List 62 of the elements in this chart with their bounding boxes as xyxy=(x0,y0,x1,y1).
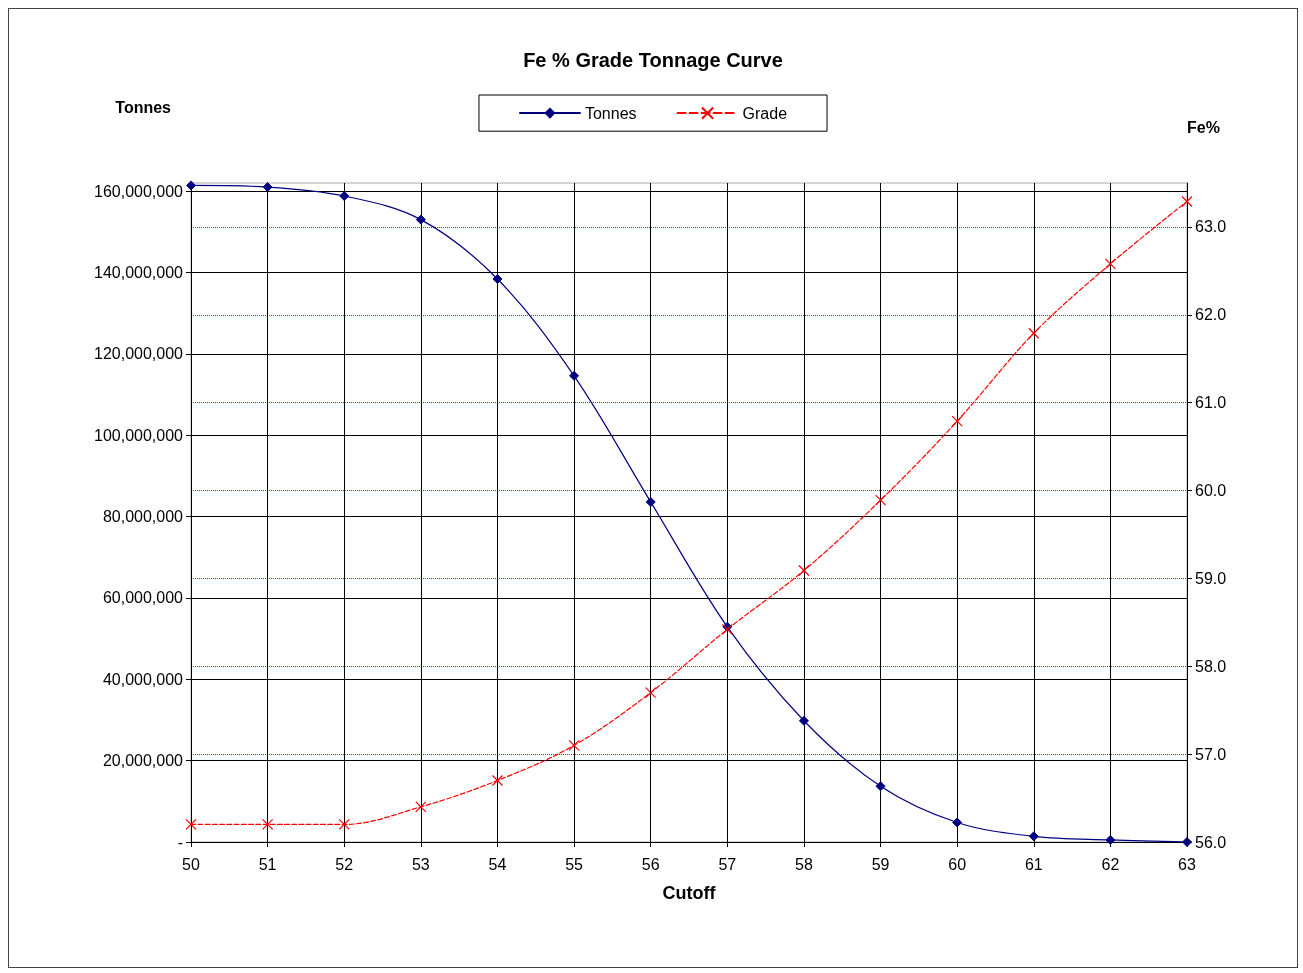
y-tick-label: 140,000,000 xyxy=(94,263,184,281)
point xyxy=(1028,327,1040,339)
point xyxy=(186,180,196,191)
point xyxy=(1181,195,1193,208)
point xyxy=(645,496,656,507)
y2-tick-label: 59.0 xyxy=(1195,569,1227,587)
point xyxy=(798,564,810,577)
y-tick-label: 100,000,000 xyxy=(94,426,184,444)
y-tick-label: 120,000,000 xyxy=(94,345,184,363)
x-tick-label: 50 xyxy=(182,855,200,873)
point xyxy=(415,801,427,813)
x-tick-label: 56 xyxy=(641,855,660,873)
y2-tick-label: 63.0 xyxy=(1195,218,1227,236)
x-tick-label: 62 xyxy=(1101,855,1120,873)
point xyxy=(491,774,504,787)
point xyxy=(798,715,809,726)
chart-title: Fe % Grade Tonnage Curve xyxy=(523,49,783,71)
point xyxy=(952,817,963,828)
point xyxy=(569,370,580,381)
point xyxy=(875,781,886,792)
point xyxy=(951,415,963,427)
point xyxy=(415,214,426,225)
point xyxy=(185,818,197,831)
y2-tick-label: 60.0 xyxy=(1195,482,1227,500)
y2-tick-label: 61.0 xyxy=(1195,394,1227,412)
x-tick-label: 53 xyxy=(411,855,430,873)
y2-tick-label: 57.0 xyxy=(1195,745,1227,763)
x-tick-label: 61 xyxy=(1024,855,1043,873)
point xyxy=(338,818,350,831)
legend-label: Grade xyxy=(742,104,788,122)
y2-tick-label: 62.0 xyxy=(1195,306,1227,324)
point xyxy=(874,494,887,506)
point xyxy=(262,182,273,193)
point xyxy=(568,739,580,751)
x-tick-label: 54 xyxy=(488,855,507,873)
x-tick-label: 60 xyxy=(948,855,967,873)
point xyxy=(1105,834,1116,845)
point xyxy=(1104,258,1116,270)
x-tick-label: 55 xyxy=(565,855,584,873)
y2-tick-label: 56.0 xyxy=(1195,833,1227,851)
y-axis-title: Tonnes xyxy=(115,98,172,116)
x-tick-label: 51 xyxy=(258,855,277,873)
x-tick-label: 59 xyxy=(871,855,890,873)
y-tick-label: 20,000,000 xyxy=(102,752,184,770)
y2-tick-label: 58.0 xyxy=(1195,657,1227,675)
y-tick-label: - xyxy=(177,833,183,851)
point xyxy=(1028,831,1039,842)
x-tick-label: 58 xyxy=(795,855,813,873)
y-tick-label: 160,000,000 xyxy=(94,182,184,200)
point xyxy=(339,191,350,202)
y-tick-label: 60,000,000 xyxy=(102,589,184,607)
x-tick-label: 57 xyxy=(718,855,737,873)
y-tick-label: 80,000,000 xyxy=(102,508,184,526)
point xyxy=(492,274,503,284)
point xyxy=(645,687,657,699)
y2-axis-title: Fe% xyxy=(1187,118,1220,136)
x-axis-title: Cutoff xyxy=(662,883,717,903)
point xyxy=(262,818,274,831)
legend-label: Tonnes xyxy=(584,104,637,122)
x-tick-label: 52 xyxy=(335,855,354,873)
x-tick-label: 63 xyxy=(1178,855,1196,873)
y-tick-label: 40,000,000 xyxy=(102,670,184,688)
